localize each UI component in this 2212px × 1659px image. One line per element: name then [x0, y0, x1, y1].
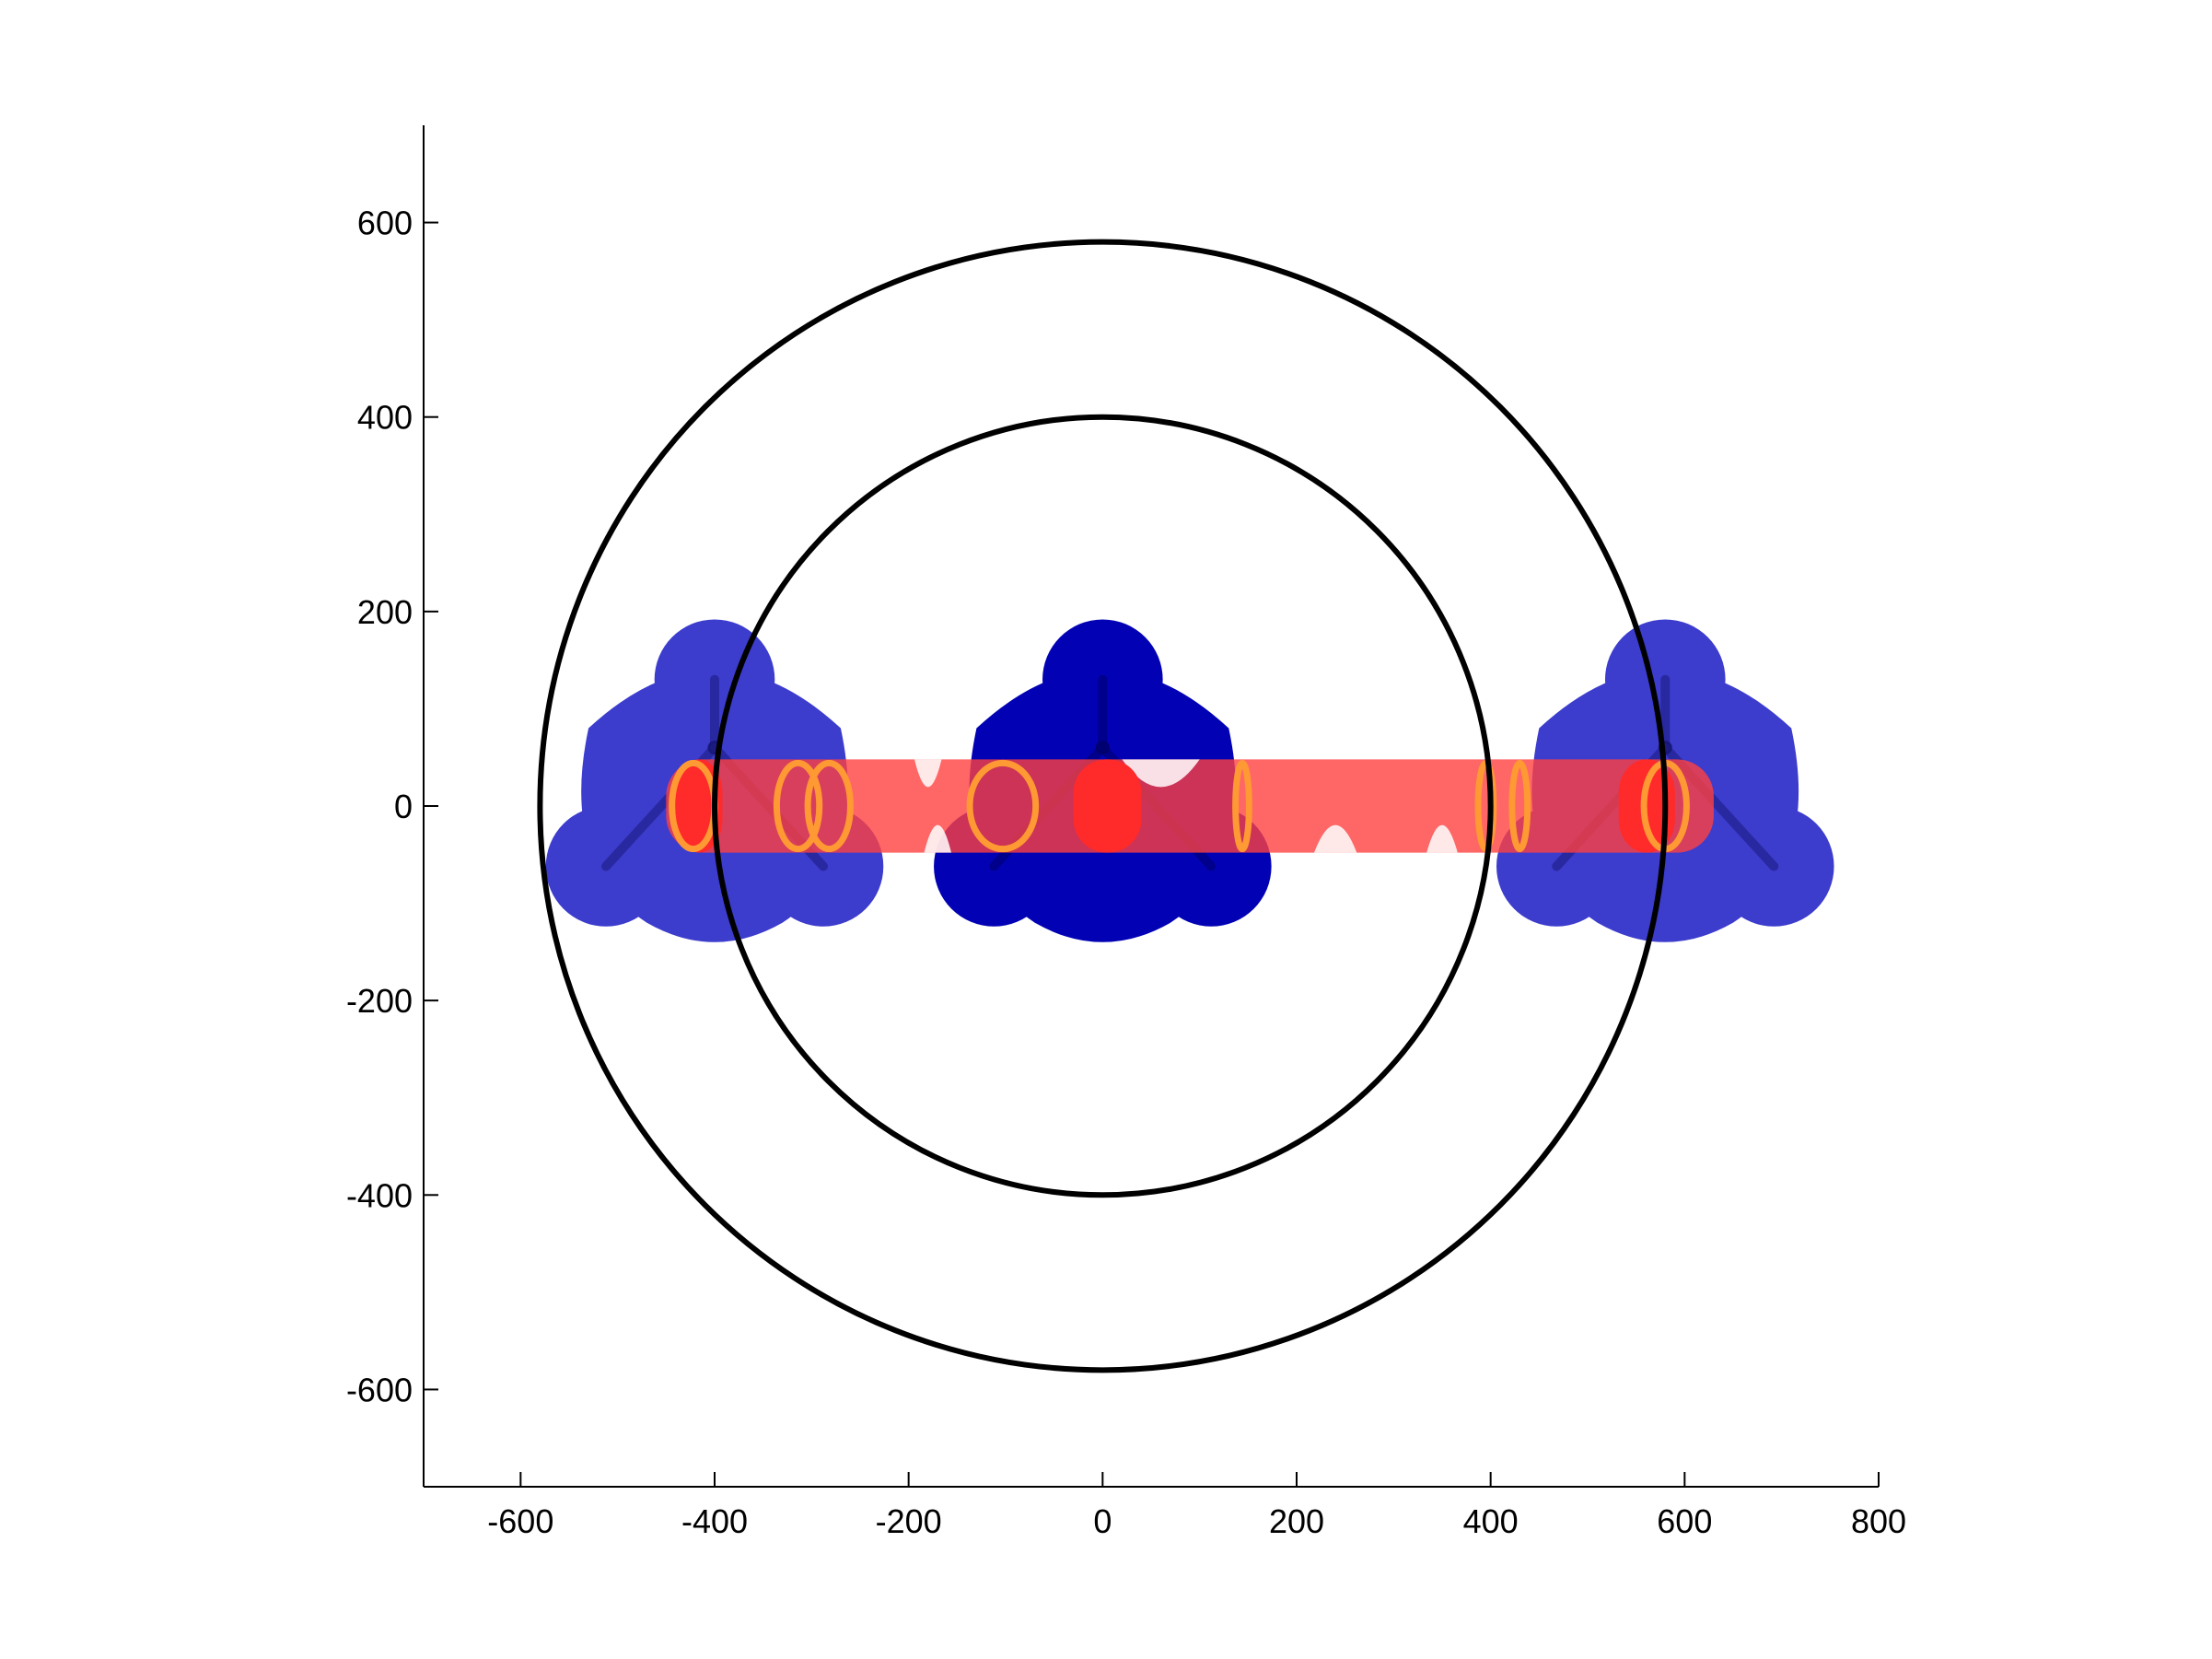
- cluster-lobe-2: [1713, 806, 1834, 927]
- bright-patch-1: [1073, 759, 1142, 853]
- y-tick-label-0: -600: [346, 1371, 413, 1408]
- band-notch-1: [924, 824, 952, 853]
- x-tick-label-2: -200: [876, 1502, 942, 1540]
- x-tick-label-4: 200: [1269, 1502, 1324, 1540]
- y-tick-label-1: -400: [346, 1176, 413, 1214]
- orange-ring-3: [966, 759, 1040, 853]
- orange-ring-4: [1232, 759, 1252, 853]
- orange-ring-6: [1508, 759, 1531, 853]
- cluster-lobe-1: [545, 806, 667, 927]
- y-tick-label-3: 0: [394, 788, 413, 825]
- y-tick-label-4: 200: [357, 593, 413, 631]
- x-tick-label-1: -400: [681, 1502, 748, 1540]
- red-band-body: [666, 759, 1714, 853]
- cluster-lobe-0: [1604, 619, 1726, 741]
- x-tick-label-3: 0: [1093, 1502, 1112, 1540]
- reference-circle-1: [537, 239, 1669, 1373]
- y-tick-label-2: -200: [346, 982, 413, 1020]
- reference-circles: [537, 239, 1669, 1373]
- band-notch-4: [1426, 824, 1458, 853]
- band-notch-0: [914, 759, 942, 788]
- red-band: [666, 759, 1714, 853]
- reference-circle-0: [712, 414, 1494, 1198]
- cluster-center: [1095, 741, 1110, 755]
- y-tick-label-5: 400: [357, 399, 413, 437]
- x-tick-label-7: 800: [1851, 1502, 1906, 1540]
- x-tick-label-6: 600: [1657, 1502, 1712, 1540]
- x-tick-label-0: -600: [487, 1502, 553, 1540]
- x-tick-label-5: 400: [1463, 1502, 1519, 1540]
- orange-ring-2: [804, 759, 854, 853]
- axes: -600 -400 -200 0 200 400 600 800 -600 -400 -200 0 20…: [346, 125, 1906, 1540]
- plot-area: [537, 239, 1834, 1373]
- band-notch-2: [1122, 759, 1200, 788]
- y-tick-label-6: 600: [357, 204, 413, 242]
- band-notch-3: [1313, 824, 1357, 853]
- orange-ring-1: [773, 759, 823, 853]
